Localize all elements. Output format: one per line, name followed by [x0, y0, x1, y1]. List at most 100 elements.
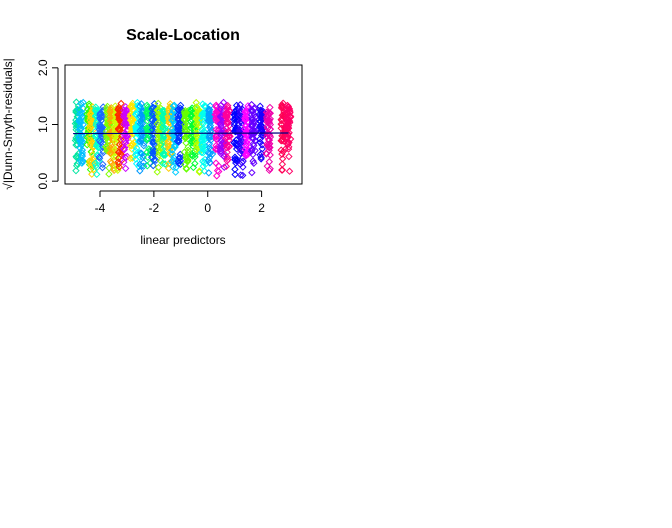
data-point: [230, 119, 239, 127]
data-point: [168, 143, 176, 152]
data-point: [143, 162, 151, 170]
y-axis: 0.0 1.0 2.0: [36, 59, 59, 190]
data-point: [89, 156, 98, 164]
data-point: [237, 147, 246, 155]
data-point: [236, 171, 245, 179]
data-point: [265, 139, 274, 148]
data-point: [264, 108, 273, 117]
data-point: [255, 123, 264, 131]
data-point: [122, 119, 131, 128]
data-point: [180, 148, 189, 156]
data-point: [184, 149, 192, 157]
data-point: [257, 131, 266, 140]
data-point: [224, 103, 232, 112]
data-point: [171, 137, 179, 145]
data-point: [72, 166, 80, 175]
data-point: [187, 111, 196, 119]
data-point: [233, 155, 241, 164]
data-point: [206, 121, 215, 130]
data-point: [105, 170, 113, 178]
data-point: [176, 157, 185, 165]
data-point: [96, 138, 105, 147]
data-point: [278, 150, 286, 158]
data-point: [173, 129, 182, 138]
data-point: [220, 163, 228, 171]
data-point: [95, 153, 103, 161]
data-point: [144, 103, 152, 112]
data-point: [142, 124, 151, 132]
data-point: [235, 144, 244, 153]
data-point: [172, 163, 180, 172]
data-point: [132, 124, 140, 133]
data-point: [216, 119, 225, 128]
data-point: [133, 144, 141, 152]
data-point: [152, 156, 160, 165]
plot-frame: [64, 64, 303, 185]
data-point: [283, 118, 291, 126]
data-point: [285, 152, 293, 161]
data-point: [79, 156, 87, 165]
data-point: [102, 127, 111, 136]
data-point: [79, 104, 87, 113]
data-point: [157, 137, 165, 145]
data-point: [256, 102, 264, 110]
data-point: [213, 166, 222, 175]
data-point: [205, 150, 214, 158]
data-point: [237, 139, 245, 147]
data-point: [169, 156, 177, 164]
data-point: [251, 127, 260, 135]
data-point: [149, 150, 158, 159]
data-point: [130, 117, 138, 125]
data-point: [111, 138, 120, 146]
data-point: [128, 103, 137, 111]
data-point: [168, 146, 177, 154]
data-point: [174, 157, 182, 165]
data-point: [223, 141, 232, 150]
data-point: [110, 153, 118, 161]
data-point: [222, 162, 231, 171]
data-point: [224, 118, 233, 127]
data-point: [247, 111, 256, 119]
data-point: [199, 162, 207, 170]
data-point: [184, 146, 192, 155]
data-point: [222, 109, 230, 118]
data-point: [231, 170, 239, 179]
data-point: [212, 108, 220, 116]
data-point: [77, 99, 85, 108]
data-point: [249, 150, 257, 159]
data-point: [123, 140, 131, 149]
data-point: [249, 157, 257, 165]
data-point: [197, 148, 206, 157]
data-point: [279, 147, 287, 156]
data-point: [181, 125, 189, 134]
data-point: [113, 134, 121, 143]
data-point: [241, 114, 249, 122]
data-point: [187, 117, 195, 126]
data-point: [103, 115, 112, 123]
data-point: [278, 166, 287, 174]
data-point: [199, 140, 207, 149]
data-point: [149, 134, 157, 143]
data-point: [76, 137, 84, 145]
y-tick-label: 0.0: [36, 173, 50, 190]
data-point: [263, 141, 272, 150]
data-point: [97, 109, 105, 117]
y-tick-label: 1.0: [36, 116, 50, 133]
data-point: [137, 100, 146, 108]
data-point: [282, 121, 291, 130]
data-point: [121, 164, 130, 173]
data-point: [250, 127, 258, 136]
data-point: [249, 140, 258, 148]
data-point: [128, 101, 137, 110]
data-point: [231, 108, 239, 117]
data-point: [188, 150, 196, 159]
data-point: [165, 159, 173, 168]
data-point: [151, 116, 160, 125]
data-point: [248, 145, 256, 154]
data-point: [230, 138, 238, 147]
data-point: [224, 127, 233, 135]
data-point: [88, 151, 97, 159]
y-axis-label: √|Dunn-Smyth-residuals|: [1, 58, 15, 190]
data-point: [92, 103, 100, 111]
data-point: [91, 106, 100, 114]
